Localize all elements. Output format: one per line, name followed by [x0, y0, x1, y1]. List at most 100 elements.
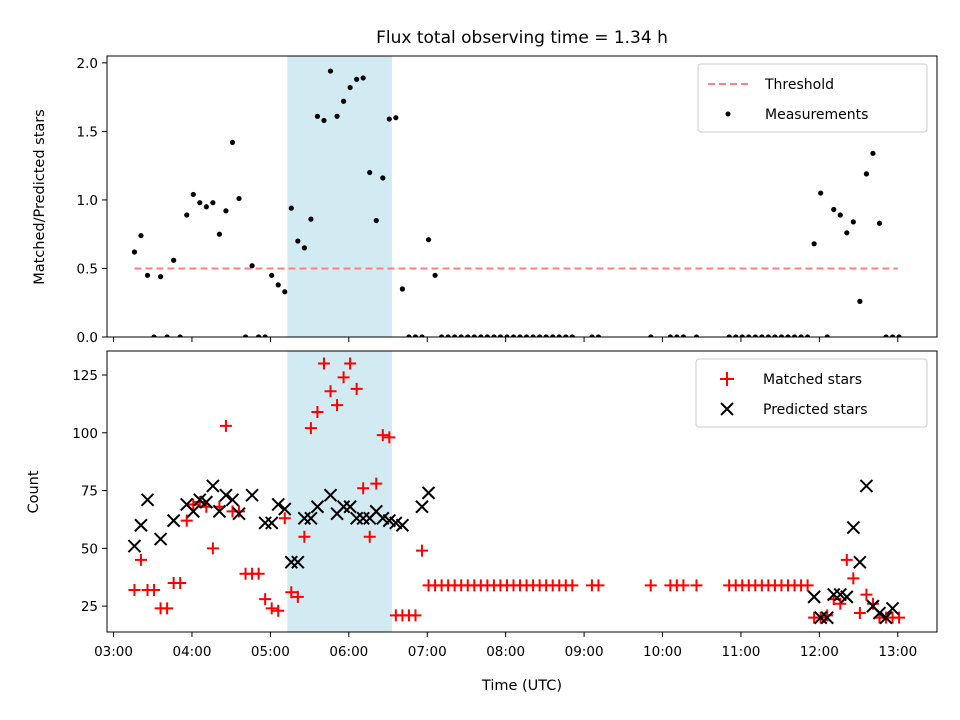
- measurement-point: [563, 334, 569, 337]
- measurement-point: [151, 334, 157, 337]
- matched-point: [383, 431, 396, 444]
- measurement-point: [399, 286, 406, 292]
- y-tick-label: 75: [81, 484, 98, 500]
- measurement-point: [844, 230, 850, 236]
- predicted-point: [807, 590, 821, 604]
- predicted-point: [820, 610, 834, 625]
- measurement-point: [896, 334, 902, 337]
- matched-point: [324, 385, 337, 398]
- measurement-point: [229, 139, 236, 145]
- matched-point: [592, 579, 605, 592]
- matched-point: [304, 422, 317, 435]
- measurement-point: [595, 334, 602, 337]
- x-tick-label: 04:00: [173, 644, 212, 660]
- predicted-point: [284, 555, 299, 569]
- legend-predicted-label: Predicted stars: [763, 402, 868, 418]
- measurement-point: [648, 334, 654, 337]
- matched-point: [317, 357, 330, 370]
- x-tick-label: 06:00: [329, 644, 368, 660]
- predicted-point: [840, 590, 854, 604]
- x-tick-label: 10:00: [643, 644, 682, 660]
- measurement-point: [733, 334, 739, 337]
- measurement-point: [785, 334, 791, 337]
- measurement-point: [556, 334, 562, 337]
- x-tick-label: 05:00: [251, 644, 290, 660]
- measurement-point: [327, 68, 334, 74]
- measurement-point: [314, 113, 321, 119]
- predicted-point: [349, 511, 364, 526]
- measurement-point: [412, 334, 419, 337]
- bottom-plot-frame: [106, 350, 938, 633]
- measurement-point: [831, 206, 837, 213]
- measurement-point: [439, 334, 445, 337]
- matched-point: [363, 530, 376, 543]
- measurement-point: [550, 334, 556, 337]
- measurement-point: [778, 334, 785, 337]
- measurement-point: [772, 334, 778, 337]
- matched-point: [311, 406, 324, 419]
- predicted-point: [297, 511, 312, 526]
- measurement-point: [144, 272, 151, 278]
- measurement-point: [295, 238, 301, 244]
- measurement-point: [262, 334, 268, 337]
- predicted-point: [219, 488, 233, 502]
- measurement-point: [569, 334, 575, 337]
- predicted-point: [859, 479, 874, 493]
- matched-point: [187, 498, 200, 511]
- measurement-point: [308, 216, 314, 222]
- measurement-point: [491, 334, 497, 337]
- top-x-ticks: [113, 337, 899, 342]
- measurement-point: [256, 334, 262, 337]
- bottom-panel: 25 50 75 100 125 03:00 04:00 05:00 06:00 07:00 08…: [26, 350, 938, 694]
- highlight-span: [287, 56, 392, 337]
- y-tick-label: 0.0: [77, 330, 98, 346]
- measurement-point: [746, 334, 752, 337]
- measurement-point: [471, 334, 477, 337]
- measurement-point: [765, 334, 771, 337]
- measurement-point: [171, 257, 177, 263]
- predicted-point: [212, 504, 227, 519]
- measurement-point: [818, 190, 824, 196]
- measurement-point: [249, 263, 255, 269]
- measurement-point: [667, 334, 673, 337]
- measurement-point: [393, 115, 399, 121]
- matched-point: [866, 597, 879, 610]
- predicted-point: [264, 516, 279, 530]
- measurement-point: [889, 334, 896, 337]
- matched-point: [690, 579, 703, 592]
- measurement-point: [523, 334, 530, 337]
- series-matched-stars: [128, 357, 906, 624]
- measurement-point: [811, 241, 817, 247]
- measurement-point: [360, 75, 366, 81]
- measurement-point: [334, 113, 340, 119]
- bottom-y-axis: 25 50 75 100 125: [72, 368, 107, 615]
- measurement-point: [824, 334, 830, 337]
- predicted-point: [278, 502, 292, 516]
- measurement-point: [693, 334, 700, 337]
- measurement-point: [131, 249, 138, 255]
- series-measurements: [131, 68, 902, 337]
- x-tick-label: 13:00: [878, 644, 917, 660]
- predicted-point: [140, 493, 155, 507]
- measurement-point: [269, 272, 275, 278]
- measurement-point: [530, 334, 536, 337]
- measurement-point: [373, 217, 379, 224]
- measurement-point: [236, 195, 242, 202]
- predicted-point: [199, 495, 214, 509]
- y-tick-label: 0.5: [77, 261, 98, 277]
- matched-point: [853, 607, 866, 620]
- matched-point: [840, 553, 853, 566]
- matched-point: [206, 542, 219, 555]
- measurement-point: [537, 334, 543, 337]
- y-tick-label: 100: [72, 426, 98, 442]
- predicted-point: [127, 539, 142, 553]
- legend-predicted-swatch: [720, 402, 734, 416]
- bottom-legend: Matched stars Predicted stars: [695, 358, 928, 428]
- measurement-point: [510, 334, 517, 337]
- matched-point: [344, 357, 357, 370]
- measurement-point: [190, 191, 196, 198]
- matched-point: [376, 429, 389, 442]
- predicted-point: [885, 601, 900, 616]
- matched-point: [233, 505, 246, 518]
